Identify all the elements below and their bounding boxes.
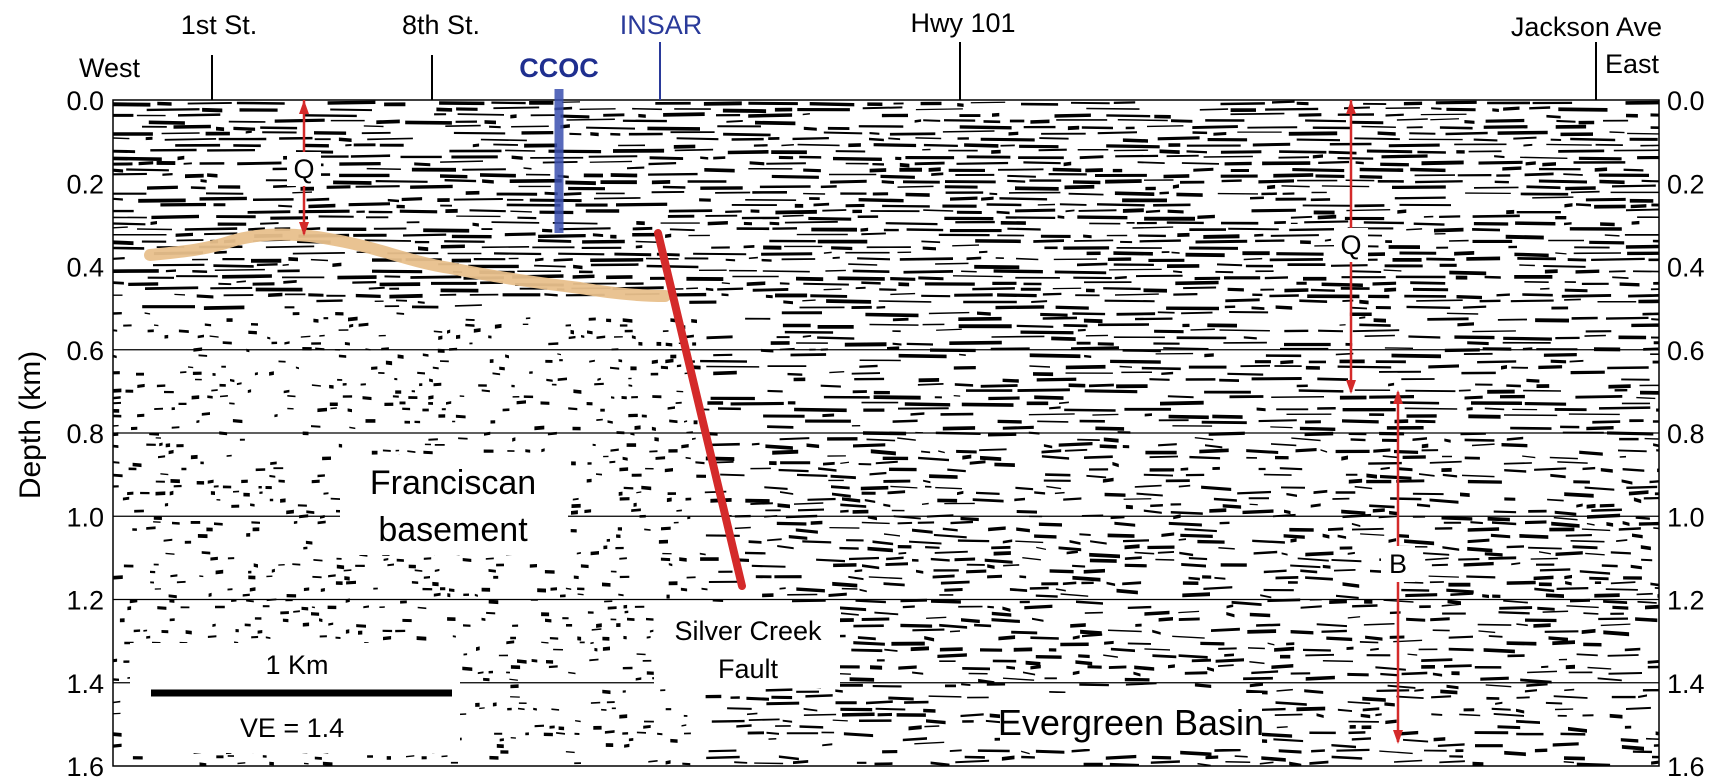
depth-tick-left: 0.2 (66, 169, 104, 199)
q-left-label-box (287, 152, 321, 186)
franciscan-label-line2: basement (378, 511, 528, 549)
depth-tick-right: 1.0 (1667, 502, 1705, 532)
scale-bar-label: 1 Km (265, 650, 328, 680)
label-1st-street: 1st St. (181, 10, 258, 40)
q-left-label: Q (293, 154, 314, 184)
depth-tick-labels: 0.0 0.0 0.2 0.2 0.4 0.4 0.6 0.6 0.8 0.8 1.0 1.0 1.2 1… (66, 86, 1704, 782)
depth-tick-left: 1.0 (66, 502, 104, 532)
fault-label-line2: Fault (718, 654, 779, 684)
scale-bar-box (130, 643, 460, 753)
basin-label: Evergreen Basin (998, 702, 1264, 743)
depth-tick-right: 0.0 (1667, 86, 1705, 116)
label-east: East (1605, 49, 1660, 79)
depth-tick-right: 1.2 (1667, 586, 1705, 616)
fault-label-line1: Silver Creek (674, 616, 822, 646)
depth-tick-left: 1.2 (66, 586, 104, 616)
b-label: B (1389, 549, 1407, 579)
depth-tick-left: 1.4 (66, 669, 104, 699)
franciscan-label-box (340, 455, 568, 555)
fault-label-box (654, 604, 840, 688)
q-right-label-box (1334, 228, 1368, 262)
depth-tick-right: 0.6 (1667, 336, 1705, 366)
label-hwy-101: Hwy 101 (910, 8, 1015, 38)
vertical-exaggeration-label: VE = 1.4 (240, 713, 344, 743)
label-8th-street: 8th St. (402, 10, 480, 40)
y-axis-label: Depth (km) (14, 351, 47, 499)
depth-tick-left: 0.8 (66, 419, 104, 449)
label-west: West (79, 53, 141, 83)
b-label-box (1381, 546, 1415, 582)
q-right-label: Q (1340, 230, 1361, 260)
basin-label-box (1000, 693, 1262, 749)
depth-tick-left: 1.6 (66, 752, 104, 782)
depth-tick-left: 0.6 (66, 336, 104, 366)
depth-tick-right: 0.8 (1667, 419, 1705, 449)
depth-tick-right: 1.4 (1667, 669, 1705, 699)
depth-tick-left: 0.4 (66, 253, 104, 283)
depth-tick-right: 0.4 (1667, 253, 1705, 283)
label-jackson-ave: Jackson Ave (1511, 12, 1662, 42)
depth-tick-right: 0.2 (1667, 169, 1705, 199)
plot-frame (112, 99, 1660, 767)
basement-horizon (144, 228, 671, 302)
franciscan-label-line1: Franciscan (370, 464, 536, 502)
depth-tick-left: 0.0 (66, 86, 104, 116)
label-ccoc: CCOC (519, 53, 599, 83)
silver-creek-fault (654, 229, 746, 590)
depth-tick-right: 1.6 (1667, 752, 1705, 782)
label-insar: INSAR (620, 10, 703, 40)
